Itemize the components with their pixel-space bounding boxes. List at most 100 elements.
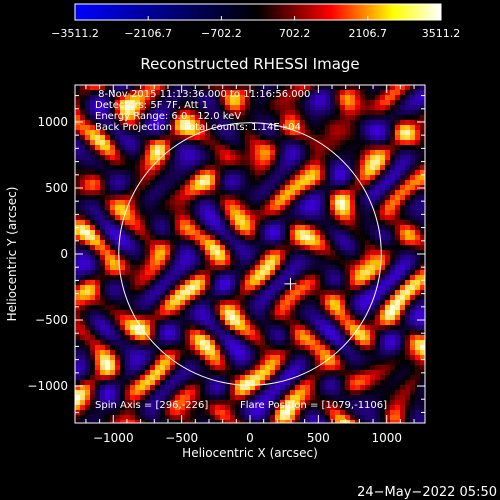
heatmap-cell — [340, 120, 345, 125]
heatmap-cell — [295, 260, 300, 265]
heatmap-cell — [105, 205, 110, 210]
heatmap-cell — [270, 120, 275, 125]
heatmap-cell — [180, 380, 185, 385]
heatmap-cell — [385, 105, 390, 110]
heatmap-cell — [330, 345, 335, 350]
heatmap-cell — [80, 255, 85, 260]
heatmap-cell — [335, 340, 340, 345]
heatmap-cell — [420, 260, 425, 265]
heatmap-cell — [400, 225, 405, 230]
heatmap-cell — [420, 105, 425, 110]
heatmap-cell — [405, 120, 410, 125]
heatmap-cell — [210, 170, 215, 175]
heatmap-cell — [265, 295, 270, 300]
heatmap-cell — [80, 160, 85, 165]
heatmap-cell — [290, 190, 295, 195]
heatmap-cell — [210, 245, 215, 250]
heatmap-cell — [125, 100, 130, 105]
heatmap-cell — [155, 410, 160, 415]
heatmap-cell — [215, 240, 220, 245]
heatmap-cell — [75, 100, 80, 105]
heatmap-cell — [400, 315, 405, 320]
heatmap-cell — [335, 215, 340, 220]
heatmap-cell — [400, 330, 405, 335]
heatmap-cell — [115, 370, 120, 375]
heatmap-cell — [155, 365, 160, 370]
heatmap-cell — [130, 360, 135, 365]
heatmap-cell — [185, 125, 190, 130]
heatmap-cell — [135, 325, 140, 330]
heatmap-cell — [100, 120, 105, 125]
heatmap-cell — [355, 385, 360, 390]
heatmap-cell — [250, 415, 255, 420]
heatmap-cell — [285, 95, 290, 100]
heatmap-cell — [230, 405, 235, 410]
heatmap-cell — [420, 380, 425, 385]
heatmap-cell — [110, 135, 115, 140]
heatmap-cell — [80, 165, 85, 170]
heatmap-cell — [220, 210, 225, 215]
heatmap-cell — [390, 400, 395, 405]
heatmap-cell — [145, 140, 150, 145]
heatmap-cell — [305, 305, 310, 310]
heatmap-cell — [365, 95, 370, 100]
heatmap-cell — [370, 340, 375, 345]
heatmap-cell — [85, 320, 90, 325]
heatmap-cell — [345, 370, 350, 375]
heatmap-cell — [80, 405, 85, 410]
heatmap-cell — [245, 290, 250, 295]
heatmap-cell — [275, 285, 280, 290]
heatmap-cell — [175, 170, 180, 175]
heatmap-cell — [75, 285, 80, 290]
heatmap-cell — [250, 340, 255, 345]
heatmap-cell — [270, 325, 275, 330]
heatmap-cell — [315, 300, 320, 305]
heatmap-cell — [245, 280, 250, 285]
heatmap-cell — [255, 135, 260, 140]
heatmap-cell — [285, 380, 290, 385]
heatmap-cell — [85, 310, 90, 315]
heatmap-cell — [75, 275, 80, 280]
heatmap-cell — [255, 260, 260, 265]
heatmap-cell — [170, 160, 175, 165]
heatmap-cell — [245, 355, 250, 360]
heatmap-cell — [185, 230, 190, 235]
heatmap-cell — [345, 205, 350, 210]
heatmap-cell — [135, 165, 140, 170]
heatmap-cell — [260, 385, 265, 390]
heatmap-cell — [120, 90, 125, 95]
heatmap-cell — [325, 105, 330, 110]
heatmap-cell — [225, 345, 230, 350]
heatmap-cell — [395, 355, 400, 360]
heatmap-cell — [325, 220, 330, 225]
heatmap-cell — [410, 115, 415, 120]
heatmap-cell — [410, 85, 415, 90]
heatmap-cell — [140, 315, 145, 320]
heatmap-cell — [155, 190, 160, 195]
heatmap-cell — [300, 355, 305, 360]
heatmap-cell — [195, 90, 200, 95]
heatmap-cell — [145, 185, 150, 190]
heatmap-cell — [410, 345, 415, 350]
heatmap-cell — [360, 255, 365, 260]
heatmap-cell — [145, 280, 150, 285]
heatmap-cell — [265, 260, 270, 265]
heatmap-cell — [195, 375, 200, 380]
heatmap-cell — [200, 325, 205, 330]
heatmap-cell — [385, 370, 390, 375]
heatmap-cell — [190, 145, 195, 150]
heatmap-cell — [85, 410, 90, 415]
heatmap-cell — [360, 260, 365, 265]
heatmap-cell — [340, 260, 345, 265]
heatmap-cell — [225, 170, 230, 175]
heatmap-cell — [240, 195, 245, 200]
heatmap-cell — [385, 85, 390, 90]
heatmap-cell — [200, 305, 205, 310]
heatmap-cell — [355, 305, 360, 310]
heatmap-cell — [330, 180, 335, 185]
heatmap-cell — [390, 90, 395, 95]
heatmap-cell — [325, 390, 330, 395]
heatmap-cell — [240, 220, 245, 225]
heatmap-cell — [375, 240, 380, 245]
heatmap-cell — [265, 155, 270, 160]
